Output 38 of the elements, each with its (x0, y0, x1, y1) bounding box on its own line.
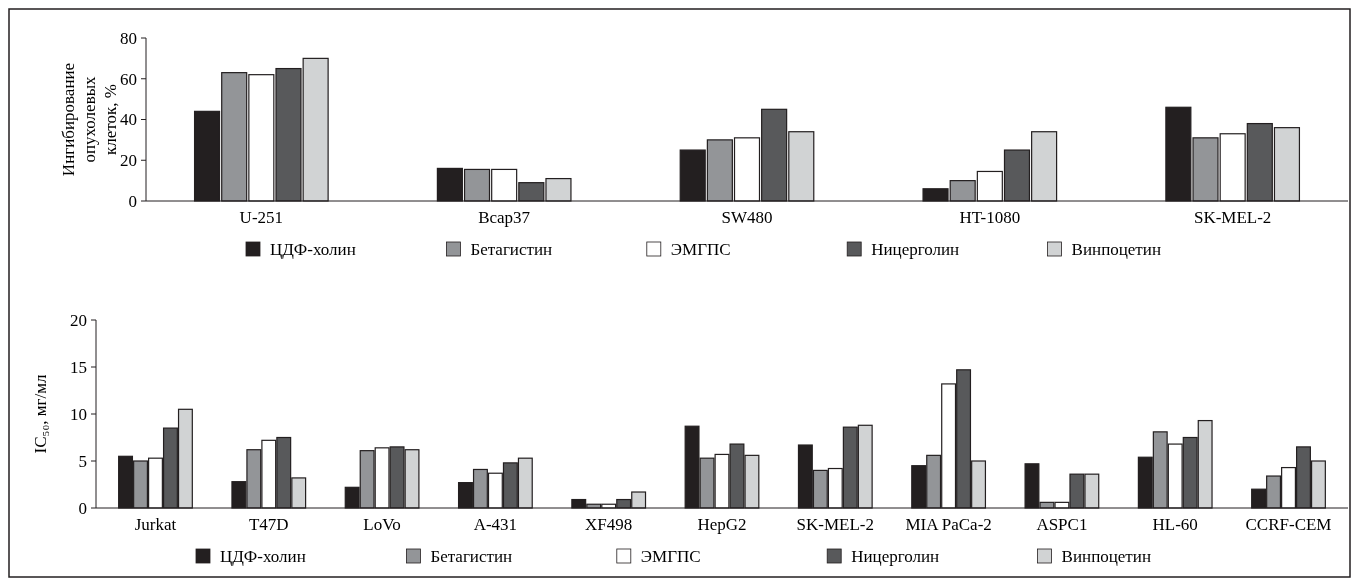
y-tick-label: 80 (120, 28, 137, 48)
x-tick-label: A-431 (473, 515, 518, 534)
y-axis-title: Ингибирование опухолевых клеток, % (59, 62, 120, 177)
y-axis-title: IC₅₀, мг/мл (31, 373, 50, 454)
x-tick-label: ASPC1 (1036, 515, 1088, 534)
y-tick-label: 15 (70, 357, 87, 377)
x-tick-label: U-251 (239, 208, 284, 227)
x-tick-label: SK-MEL-2 (796, 515, 875, 534)
y-tick-label: 20 (70, 310, 87, 330)
x-tick-label: CCRF-CEM (1245, 515, 1332, 534)
y-tick-label: 5 (78, 451, 87, 471)
y-tick-label: 0 (128, 191, 137, 211)
x-tick-label: XF498 (585, 515, 633, 534)
x-tick-label: SW480 (721, 208, 773, 227)
x-tick-label: HT-1080 (959, 208, 1021, 227)
legend-label: Бетагистин (470, 239, 553, 259)
y-tick-label: 10 (70, 404, 87, 424)
x-tick-label: T47D (248, 515, 289, 534)
y-tick-label: 0 (78, 498, 87, 518)
x-tick-label: HL-60 (1152, 515, 1198, 534)
x-tick-label: SK-MEL-2 (1193, 208, 1272, 227)
legend-label: Ницерголин (851, 546, 940, 566)
legend-label: Ницерголин (871, 239, 960, 259)
x-tick-label: Jurkat (134, 515, 177, 534)
legend-label: Винпоцетин (1071, 239, 1162, 259)
x-tick-label: LoVo (363, 515, 401, 534)
legend-label: Бетагистин (430, 546, 513, 566)
x-tick-label: Bcap37 (478, 208, 531, 227)
legend-label: ЦДФ-холин (270, 239, 356, 259)
y-tick-label: 60 (120, 69, 137, 89)
legend-label: ЭМГПС (640, 546, 701, 566)
x-tick-label: HepG2 (697, 515, 747, 534)
legend-label: ЭМГПС (670, 239, 731, 259)
y-tick-label: 40 (120, 110, 137, 130)
legend-label: ЦДФ-холин (220, 546, 306, 566)
x-tick-label: MIA PaCa-2 (905, 515, 992, 534)
y-tick-label: 20 (120, 151, 137, 171)
legend-label: Винпоцетин (1061, 546, 1152, 566)
